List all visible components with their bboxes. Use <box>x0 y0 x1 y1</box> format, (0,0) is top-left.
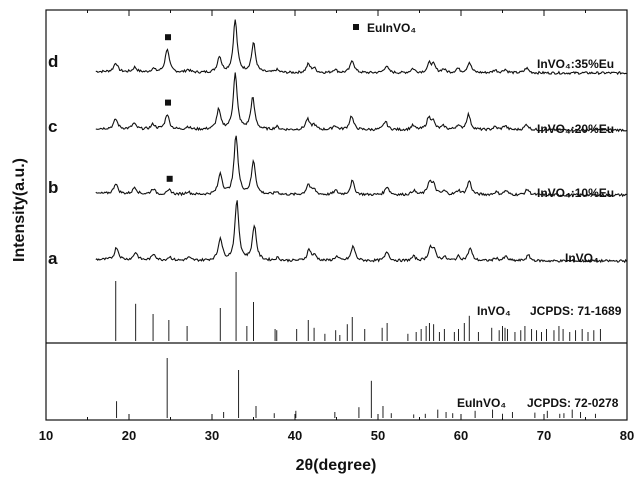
series-name: InVO₄ <box>565 251 599 265</box>
reference-patterns <box>115 272 601 418</box>
trace-letter: b <box>48 178 58 197</box>
x-tick-label: 10 <box>39 428 53 443</box>
x-tick-label: 80 <box>620 428 634 443</box>
reference-phase-euinvo4: EuInVO₄ <box>457 396 506 410</box>
x-axis-tick-labels: 10 20 30 40 50 60 70 80 <box>39 428 634 443</box>
x-tick-label: 20 <box>122 428 136 443</box>
reference-phase-invo4: InVO₄ <box>477 304 511 318</box>
x-axis-title: 2θ(degree) <box>296 457 377 474</box>
reference-card-invo4: JCPDS: 71-1689 <box>530 304 622 318</box>
impurity-markers <box>165 34 173 182</box>
xrd-trace <box>95 72 627 133</box>
reference-card-euinvo4: JCPDS: 72-0278 <box>527 396 619 410</box>
x-tick-label: 30 <box>205 428 219 443</box>
series-name: InVO₄:35%Eu <box>537 57 614 71</box>
x-tick-label: 40 <box>288 428 302 443</box>
trace-letter: d <box>48 52 58 71</box>
x-tick-label: 70 <box>537 428 551 443</box>
reference-label-euinvo4: EuInVO₄ JCPDS: 72-0278 <box>457 396 619 410</box>
plot-frame <box>45 9 628 421</box>
series-names: InVO₄:35%Eu InVO₄:20%Eu InVO₄:10%Eu InVO₄ <box>537 57 614 265</box>
impurity-marker <box>166 175 173 182</box>
trace-letters: d c b a <box>48 52 58 268</box>
reference-label-invo4: InVO₄ JCPDS: 71-1689 <box>477 304 622 318</box>
x-tick-label: 50 <box>371 428 385 443</box>
y-axis-title: Intensity(a.u.) <box>11 158 28 262</box>
trace-letter: c <box>48 117 57 136</box>
xrd-traces <box>95 19 628 264</box>
xrd-trace <box>95 200 628 264</box>
legend: EuInVO₄ <box>353 21 416 35</box>
impurity-marker <box>165 34 172 41</box>
series-name: InVO₄:20%Eu <box>537 122 614 136</box>
series-name: InVO₄:10%Eu <box>537 186 614 200</box>
legend-marker <box>353 24 359 30</box>
xrd-trace <box>95 19 627 76</box>
trace-letter: a <box>48 249 58 268</box>
x-tick-label: 60 <box>454 428 468 443</box>
x-axis-ticks <box>45 10 628 420</box>
legend-label: EuInVO₄ <box>367 21 416 35</box>
xrd-trace <box>95 135 627 198</box>
impurity-marker <box>165 99 172 106</box>
